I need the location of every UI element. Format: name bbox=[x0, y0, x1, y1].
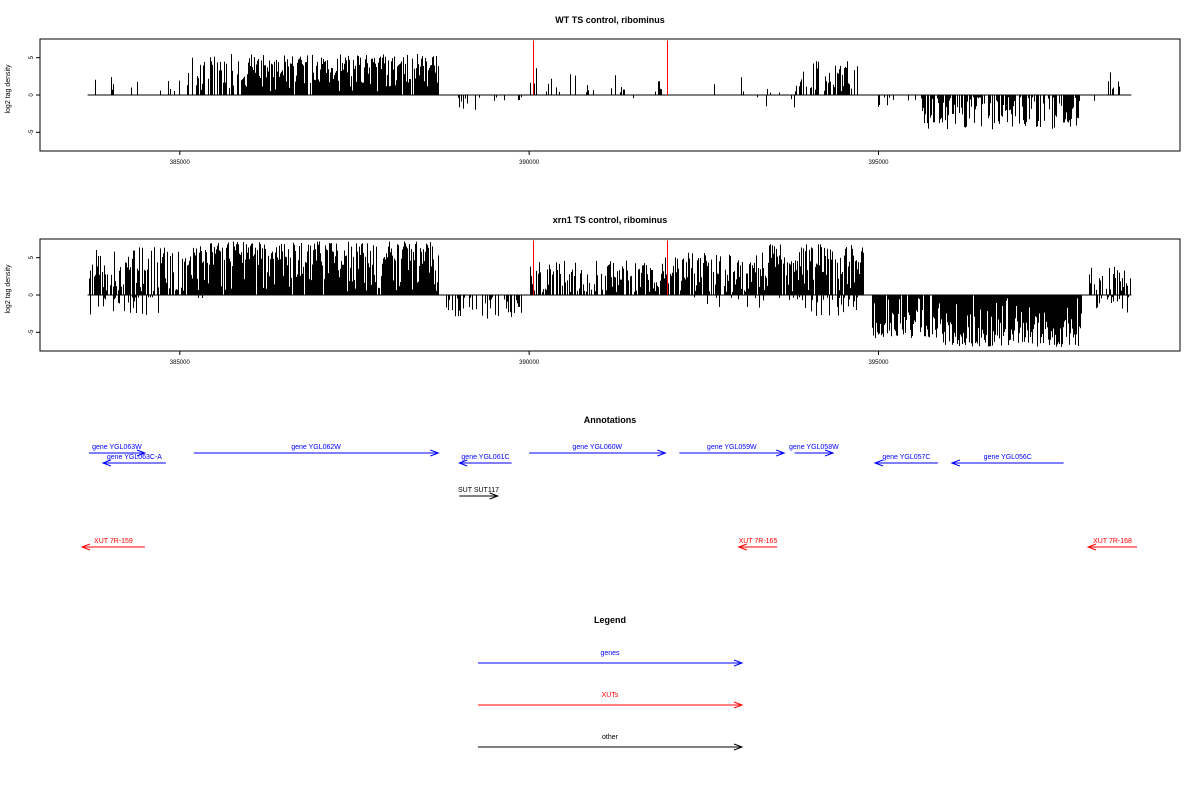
legend-label: other bbox=[602, 734, 619, 741]
annotation-arrow bbox=[679, 449, 786, 457]
y-axis-label: log2 tag density bbox=[5, 264, 12, 314]
x-tick-label: 395000 bbox=[868, 360, 889, 366]
panel-title: WT TS control, ribominus bbox=[555, 15, 665, 25]
annotation-arrow bbox=[101, 459, 166, 467]
axis-ticks: -5 0 5 385000 390000 395000 bbox=[29, 255, 889, 366]
annotation-arrow bbox=[794, 449, 835, 457]
y-tick-label: -5 bbox=[29, 129, 35, 135]
annotation-label: XUT 7R-165 bbox=[739, 538, 778, 545]
annotation-label: gene YGL062W bbox=[291, 444, 341, 451]
annotation-arrow bbox=[80, 543, 145, 551]
y-tick-label: 5 bbox=[29, 55, 35, 59]
legend-label: genes bbox=[600, 650, 620, 657]
y-axis-label: log2 tag density bbox=[5, 64, 12, 114]
x-tick-label: 385000 bbox=[170, 160, 191, 166]
x-tick-label: 395000 bbox=[868, 160, 889, 166]
density-bars bbox=[89, 241, 1131, 347]
y-tick-label: 0 bbox=[29, 93, 35, 97]
annotation-arrow bbox=[950, 459, 1064, 467]
annotation-label: gene YGL061C bbox=[461, 454, 509, 461]
y-tick-label: -5 bbox=[29, 329, 35, 335]
annotation-label: gene YGL060W bbox=[572, 444, 622, 451]
annotation-arrow bbox=[529, 449, 667, 457]
annotation-arrow bbox=[737, 543, 778, 551]
annotation-label: SUT SUT117 bbox=[458, 487, 499, 494]
annotation-label: XUT 7R-168 bbox=[1093, 538, 1132, 545]
legend-arrow bbox=[478, 659, 744, 667]
annotation-label: gene YGL057C bbox=[882, 454, 930, 461]
annotation-label: gene YGL056C bbox=[984, 454, 1032, 461]
legend-arrow bbox=[478, 701, 744, 709]
annotation-features: gene YGL063W gene YGL063C-A gene YGL062W ge… bbox=[80, 444, 1137, 551]
legend-items: genes XUTs other bbox=[478, 650, 744, 751]
density-bars bbox=[95, 54, 1120, 130]
x-tick-label: 390000 bbox=[519, 360, 540, 366]
plot-frame bbox=[39, 238, 1181, 352]
annotation-label: gene YGL063W bbox=[92, 444, 142, 451]
plot-frame bbox=[39, 38, 1181, 152]
legend-title: Legend bbox=[594, 615, 626, 625]
annotation-arrow bbox=[88, 449, 147, 457]
annotation-arrow bbox=[873, 459, 938, 467]
legend: Legend genes XUTs other bbox=[478, 615, 744, 751]
y-tick-label: 0 bbox=[29, 293, 35, 297]
x-tick-label: 385000 bbox=[170, 360, 191, 366]
annotation-label: XUT 7R-159 bbox=[94, 538, 133, 545]
legend-label: XUTs bbox=[602, 692, 619, 699]
xrn1-density-panel: xrn1 TS control, ribominus log2 tag dens… bbox=[5, 215, 1181, 366]
wt-density-panel: WT TS control, ribominus log2 tag densit… bbox=[5, 15, 1181, 166]
highlight-bars bbox=[533, 240, 668, 295]
y-tick-label: 5 bbox=[29, 255, 35, 259]
annotation-arrow bbox=[457, 459, 512, 467]
panel-title: xrn1 TS control, ribominus bbox=[553, 215, 668, 225]
axis-ticks: -5 0 5 385000 390000 395000 bbox=[29, 55, 889, 166]
legend-arrow bbox=[478, 743, 744, 751]
annotation-arrow bbox=[459, 492, 500, 500]
annotations-title: Annotations bbox=[584, 415, 637, 425]
annotation-label: gene YGL058W bbox=[789, 444, 839, 451]
annotation-arrow bbox=[193, 449, 440, 457]
annotation-label: gene YGL063C-A bbox=[107, 454, 162, 461]
highlight-bars bbox=[533, 40, 668, 95]
x-tick-label: 390000 bbox=[519, 160, 540, 166]
annotation-arrow bbox=[1086, 543, 1137, 551]
annotation-label: gene YGL059W bbox=[707, 444, 757, 451]
